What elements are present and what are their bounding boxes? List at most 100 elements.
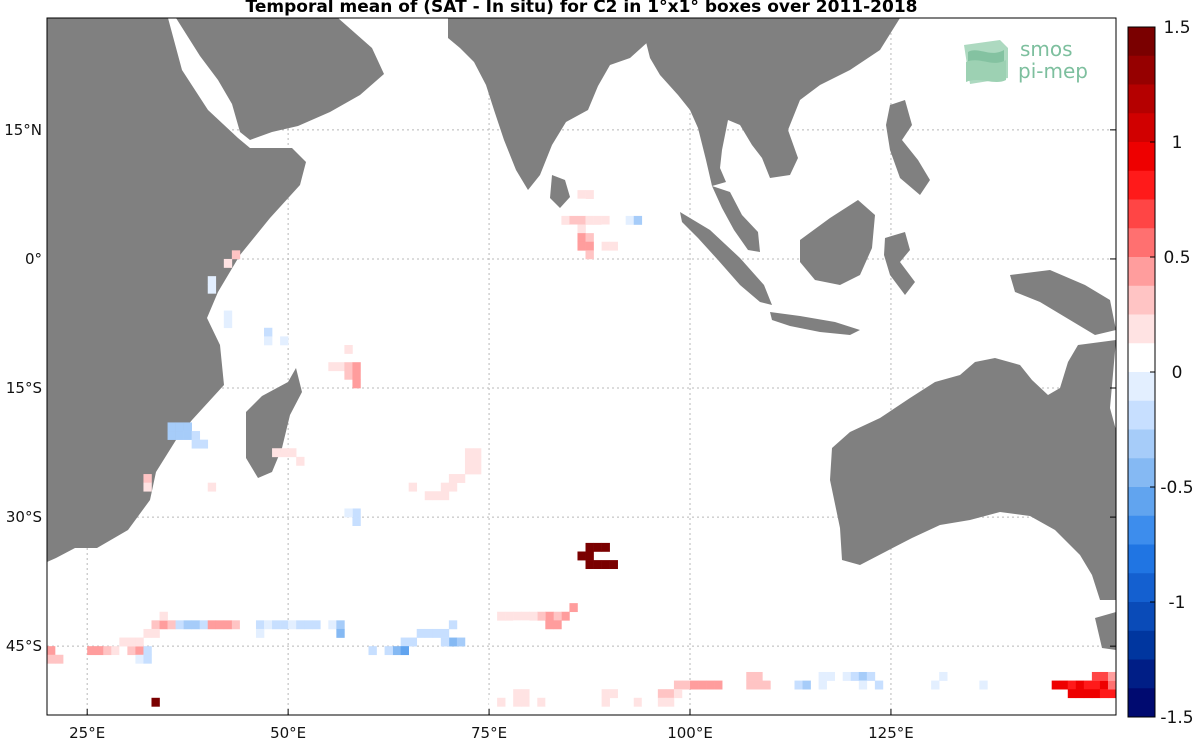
data-cell — [183, 422, 192, 432]
data-cell — [127, 646, 136, 656]
data-cell — [87, 646, 96, 656]
sulawesi-land — [884, 232, 915, 295]
data-cell — [802, 680, 811, 690]
data-cell — [577, 215, 586, 225]
data-cell — [770, 671, 779, 681]
data-cell — [143, 474, 152, 483]
data-cell — [665, 689, 675, 699]
data-cell — [175, 431, 184, 440]
data-cell — [167, 422, 176, 432]
colorbar-ticks: 1.5 1 0.5 0 -0.5 -1 -1.5 — [1150, 18, 1194, 728]
data-cell — [746, 671, 755, 681]
x-tick-label: 25°E — [69, 724, 105, 740]
data-cell — [408, 637, 418, 647]
data-cell — [513, 697, 522, 707]
data-cell — [472, 456, 482, 466]
logo-text-line1: smos — [1020, 37, 1073, 61]
data-cell — [264, 336, 273, 346]
data-cell — [609, 689, 618, 699]
data-cell — [255, 620, 265, 630]
data-cell — [585, 233, 594, 243]
data-cell — [231, 620, 241, 630]
data-cell — [151, 620, 160, 630]
data-cell — [448, 637, 458, 647]
data-cell — [255, 628, 265, 638]
data-cell — [448, 620, 458, 630]
data-cell — [456, 474, 466, 483]
data-cell — [585, 542, 594, 552]
data-cell — [537, 611, 546, 621]
data-cell — [585, 190, 594, 200]
data-cell — [513, 620, 522, 630]
data-cell — [143, 482, 152, 492]
data-cell — [585, 215, 594, 225]
data-cell — [336, 362, 345, 372]
data-cell — [754, 671, 763, 681]
data-cell — [231, 250, 241, 260]
data-cell — [352, 517, 361, 526]
data-cell — [175, 422, 184, 432]
data-cell — [553, 620, 562, 630]
data-cell — [939, 671, 948, 681]
australia-land — [830, 340, 1116, 600]
data-cell — [127, 637, 136, 647]
data-cell — [577, 190, 586, 200]
colorbar-segment — [1128, 228, 1155, 258]
colorbar-segment — [1128, 602, 1155, 632]
data-cell — [167, 431, 176, 440]
colorbar-segment — [1128, 257, 1155, 287]
data-cell — [673, 689, 683, 699]
data-cell — [601, 215, 610, 225]
data-cell — [529, 611, 538, 621]
data-cell — [497, 697, 506, 707]
data-cell — [223, 258, 233, 268]
data-cell — [336, 628, 345, 638]
newguinea-land — [1010, 270, 1116, 335]
data-cell — [183, 431, 192, 440]
data-cell — [464, 465, 474, 475]
y-axis-ticks: 15°N 0° 15°S 30°S 45°S — [4, 121, 1116, 655]
data-cells — [47, 190, 1117, 707]
india-land — [448, 18, 650, 190]
data-cell — [673, 680, 683, 690]
data-cell — [601, 224, 610, 234]
data-cell — [593, 542, 602, 552]
data-cell — [440, 637, 450, 647]
data-cell — [264, 327, 273, 337]
data-cell — [1051, 680, 1061, 690]
data-cell — [1091, 671, 1101, 681]
data-cell — [1091, 689, 1101, 699]
data-cell — [199, 439, 209, 449]
data-cell — [585, 560, 594, 570]
colorbar-segment — [1128, 630, 1155, 660]
data-cell — [617, 215, 627, 225]
data-cell — [657, 697, 667, 707]
data-cell — [818, 671, 827, 681]
data-cell — [424, 628, 434, 638]
data-cell — [1083, 680, 1093, 690]
data-cell — [553, 611, 562, 621]
data-cell — [545, 611, 554, 621]
y-tick-label: 15°N — [4, 121, 42, 139]
data-cell — [304, 620, 313, 630]
data-cell — [239, 620, 249, 630]
data-cell — [1091, 680, 1101, 690]
data-cell — [858, 680, 868, 690]
colorbar-segment — [1128, 688, 1155, 718]
data-cell — [1099, 671, 1109, 681]
data-cell — [119, 646, 128, 656]
data-cell — [577, 233, 586, 243]
colorbar-segment — [1128, 170, 1155, 200]
data-cell — [714, 680, 723, 690]
chart-title: Temporal mean of (SAT - In situ) for C2 … — [245, 0, 918, 17]
data-cell — [521, 620, 530, 630]
srilanka-land — [550, 175, 570, 208]
data-cell — [601, 560, 610, 570]
data-cell — [681, 680, 691, 690]
colorbar-segment — [1128, 27, 1155, 57]
data-cell — [472, 465, 482, 475]
colorbar-tick-label: 1.5 — [1163, 18, 1190, 38]
java-land — [770, 312, 860, 335]
data-cell — [1075, 680, 1085, 690]
colorbar-tick-label: -1 — [1169, 593, 1186, 613]
